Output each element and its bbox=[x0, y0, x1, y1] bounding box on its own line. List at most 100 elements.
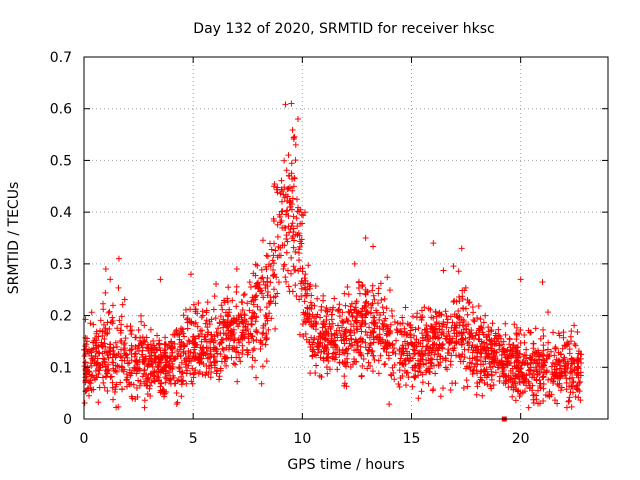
chart-title: Day 132 of 2020, SRMTID for receiver hks… bbox=[193, 21, 494, 37]
data-point bbox=[93, 348, 100, 355]
data-point bbox=[533, 376, 540, 383]
data-point bbox=[550, 329, 557, 336]
data-point bbox=[184, 325, 191, 332]
data-point bbox=[178, 393, 185, 400]
data-point bbox=[446, 333, 453, 340]
data-point bbox=[109, 347, 116, 354]
data-point bbox=[112, 362, 119, 369]
data-point bbox=[195, 332, 202, 339]
data-point bbox=[555, 382, 562, 389]
data-point bbox=[521, 388, 528, 395]
data-point bbox=[292, 282, 299, 289]
data-point bbox=[493, 340, 500, 347]
y-tick-label: 0 bbox=[63, 412, 72, 428]
data-point bbox=[95, 399, 102, 406]
data-point bbox=[411, 374, 418, 381]
data-point bbox=[376, 316, 383, 323]
data-point bbox=[260, 329, 267, 336]
data-point bbox=[571, 366, 578, 373]
data-point bbox=[440, 267, 447, 274]
data-point bbox=[357, 343, 364, 350]
data-point bbox=[378, 297, 385, 304]
data-point bbox=[328, 311, 335, 318]
data-point bbox=[302, 280, 309, 287]
data-point bbox=[100, 355, 107, 362]
data-point bbox=[480, 331, 487, 338]
data-point bbox=[267, 300, 274, 307]
data-point bbox=[105, 309, 112, 316]
data-point bbox=[349, 312, 356, 319]
data-point bbox=[303, 318, 310, 325]
data-point bbox=[288, 270, 295, 277]
data-point bbox=[489, 363, 496, 370]
data-point bbox=[423, 322, 430, 329]
data-point bbox=[453, 324, 460, 331]
data-point bbox=[381, 345, 388, 352]
data-point bbox=[314, 295, 321, 302]
data-point bbox=[423, 356, 430, 363]
data-point bbox=[117, 338, 124, 345]
data-point bbox=[348, 336, 355, 343]
data-point bbox=[341, 290, 348, 297]
data-point bbox=[436, 320, 443, 327]
data-point bbox=[513, 324, 520, 331]
data-point bbox=[93, 360, 100, 367]
data-point bbox=[465, 346, 472, 353]
data-point bbox=[558, 351, 565, 358]
data-point bbox=[320, 320, 327, 327]
data-point bbox=[290, 213, 297, 220]
data-point bbox=[551, 372, 558, 379]
data-point bbox=[141, 404, 148, 411]
data-point bbox=[401, 325, 408, 332]
data-point bbox=[477, 354, 484, 361]
data-point bbox=[296, 243, 303, 250]
data-point bbox=[320, 331, 327, 338]
data-point bbox=[496, 342, 503, 349]
data-point bbox=[521, 372, 528, 379]
data-point bbox=[447, 313, 454, 320]
data-point bbox=[533, 367, 540, 374]
data-point bbox=[179, 378, 186, 385]
data-point bbox=[252, 261, 259, 268]
data-point bbox=[138, 312, 145, 319]
data-point bbox=[197, 344, 204, 351]
data-point bbox=[449, 319, 456, 326]
data-point bbox=[264, 283, 271, 290]
data-point bbox=[498, 352, 505, 359]
data-point bbox=[304, 290, 311, 297]
data-point bbox=[175, 377, 182, 384]
data-point bbox=[451, 344, 458, 351]
data-point bbox=[90, 345, 97, 352]
data-point bbox=[82, 334, 89, 341]
data-point bbox=[205, 345, 212, 352]
data-point bbox=[309, 353, 316, 360]
data-point bbox=[476, 378, 483, 385]
data-point bbox=[81, 363, 88, 370]
data-point bbox=[318, 303, 325, 310]
data-point bbox=[277, 219, 284, 226]
data-point bbox=[126, 381, 133, 388]
data-point bbox=[104, 388, 111, 395]
data-point bbox=[167, 338, 174, 345]
data-point bbox=[246, 307, 253, 314]
data-point bbox=[515, 330, 522, 337]
data-point bbox=[448, 338, 455, 345]
data-point bbox=[462, 325, 469, 332]
data-point bbox=[305, 262, 312, 269]
data-point bbox=[117, 353, 124, 360]
data-point bbox=[302, 286, 309, 293]
data-point bbox=[506, 352, 513, 359]
data-point bbox=[244, 326, 251, 333]
data-point bbox=[118, 346, 125, 353]
data-point bbox=[258, 266, 265, 273]
data-point bbox=[317, 314, 324, 321]
data-point bbox=[234, 378, 241, 385]
data-point bbox=[166, 357, 173, 364]
data-point bbox=[353, 314, 360, 321]
data-point bbox=[245, 335, 252, 342]
data-point bbox=[184, 316, 191, 323]
data-point bbox=[370, 292, 377, 299]
data-point bbox=[551, 352, 558, 359]
data-point bbox=[241, 291, 248, 298]
